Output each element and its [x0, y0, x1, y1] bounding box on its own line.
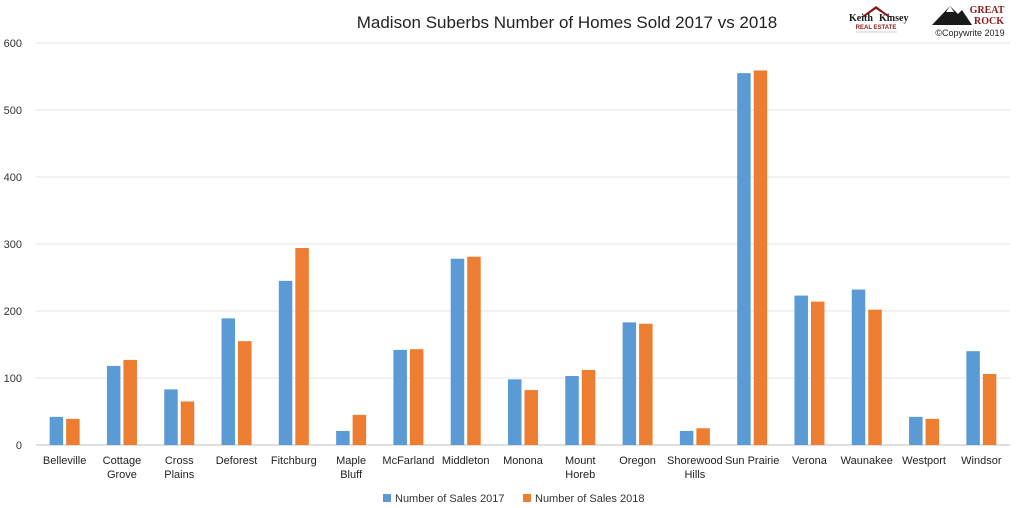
x-tick-label: Middleton: [442, 455, 490, 467]
bar-2018: [810, 301, 825, 445]
bar-2018: [66, 418, 80, 445]
bar-2017: [737, 73, 751, 446]
logo-rock: ROCK: [974, 16, 1004, 27]
great-rock-logo: GREAT ROCK ©Copywrite 2019: [932, 5, 1005, 38]
logo-line-2: Kinsey: [879, 13, 908, 24]
bar-2018: [180, 401, 195, 445]
bar-2017: [221, 318, 236, 445]
bar-2017: [49, 416, 64, 445]
y-tick-label: 100: [4, 373, 22, 385]
x-tick-label: Horeb: [565, 469, 595, 481]
copyright-text: ©Copywrite 2019: [935, 28, 1004, 38]
bar-2017: [679, 430, 694, 445]
x-tick-label: Cross: [165, 455, 194, 467]
x-tick-label: Windsor: [961, 455, 1002, 467]
chart-title: Madison Suberbs Number of Homes Sold 201…: [357, 13, 778, 32]
house-roof-icon: [861, 6, 891, 17]
x-tick-label: McFarland: [382, 455, 434, 467]
x-tick-label: Hills: [684, 469, 705, 481]
bar-2017: [622, 322, 637, 445]
bar-2018: [238, 341, 252, 445]
x-tick-label: Sun Prairie: [725, 455, 779, 467]
bar-2018: [467, 256, 481, 445]
mountain-icon: [932, 6, 972, 25]
x-tick-label: Grove: [107, 469, 137, 481]
bar-2018: [581, 369, 596, 445]
logo-great: GREAT: [970, 5, 1005, 16]
legend-swatch: [383, 494, 391, 502]
bar-2017: [450, 258, 465, 445]
logo-line-1: Keith: [849, 13, 873, 24]
bar-2018: [639, 323, 653, 445]
bar-2018: [123, 359, 137, 445]
legend-swatch: [523, 494, 531, 502]
x-tick-label: Belleville: [43, 455, 86, 467]
y-tick-label: 0: [16, 440, 22, 452]
legend-label: Number of Sales 2018: [535, 493, 644, 505]
x-tick-label: Fitchburg: [271, 455, 317, 467]
legend-label: Number of Sales 2017: [395, 493, 504, 505]
y-tick-label: 300: [4, 239, 22, 251]
bar-2018: [868, 309, 882, 445]
x-tick-label: Plains: [164, 469, 194, 481]
x-tick-label: Mount: [565, 455, 596, 467]
bar-2017: [393, 349, 407, 445]
bar-2017: [794, 295, 808, 445]
legend: Number of Sales 2017 Number of Sales 2018: [383, 493, 644, 505]
x-tick-label: Maple: [336, 455, 366, 467]
x-tick-label: Westport: [902, 455, 946, 467]
x-tick-label: Shorewood: [667, 455, 723, 467]
bar-2018: [409, 349, 424, 445]
bar-2018: [295, 248, 309, 445]
y-tick-label: 200: [4, 306, 22, 318]
keith-kinsey-logo: Keith Kinsey REAL ESTATE: [849, 6, 908, 33]
bar-2018: [524, 390, 538, 445]
x-tick-label: Verona: [792, 455, 828, 467]
y-tick-label: 400: [4, 172, 22, 184]
x-tick-label: Bluff: [340, 469, 363, 481]
bar-2018: [696, 428, 710, 445]
bar-2017: [164, 389, 178, 445]
x-axis: Belleville Cottage Grove Cross Plains Defores…: [43, 455, 1002, 481]
y-tick-label: 600: [4, 38, 22, 50]
bars: [49, 70, 997, 446]
x-tick-label: Waunakee: [841, 455, 893, 467]
bar-2017: [508, 379, 522, 445]
y-axis: 0 100 200 300 400 500 600: [4, 38, 22, 452]
logo-line-3: REAL ESTATE: [856, 25, 897, 31]
gridlines: [36, 42, 1010, 446]
bar-2018: [925, 418, 940, 445]
bar-2017: [565, 375, 579, 445]
x-tick-label: Cottage: [103, 455, 142, 467]
bar-2018: [352, 414, 367, 445]
x-tick-label: Oregon: [619, 455, 656, 467]
bar-2017: [966, 351, 980, 445]
x-tick-label: Monona: [503, 455, 544, 467]
x-tick-label: Deforest: [216, 455, 258, 467]
y-tick-label: 500: [4, 105, 22, 117]
bar-2017: [278, 280, 293, 445]
bar-2017: [336, 430, 350, 445]
bar-2017: [106, 365, 121, 445]
bar-2018: [753, 70, 768, 445]
bar-2018: [982, 373, 997, 445]
bar-2017: [909, 416, 923, 445]
bar-2017: [851, 289, 866, 445]
mountain-snow-icon: [946, 6, 954, 12]
